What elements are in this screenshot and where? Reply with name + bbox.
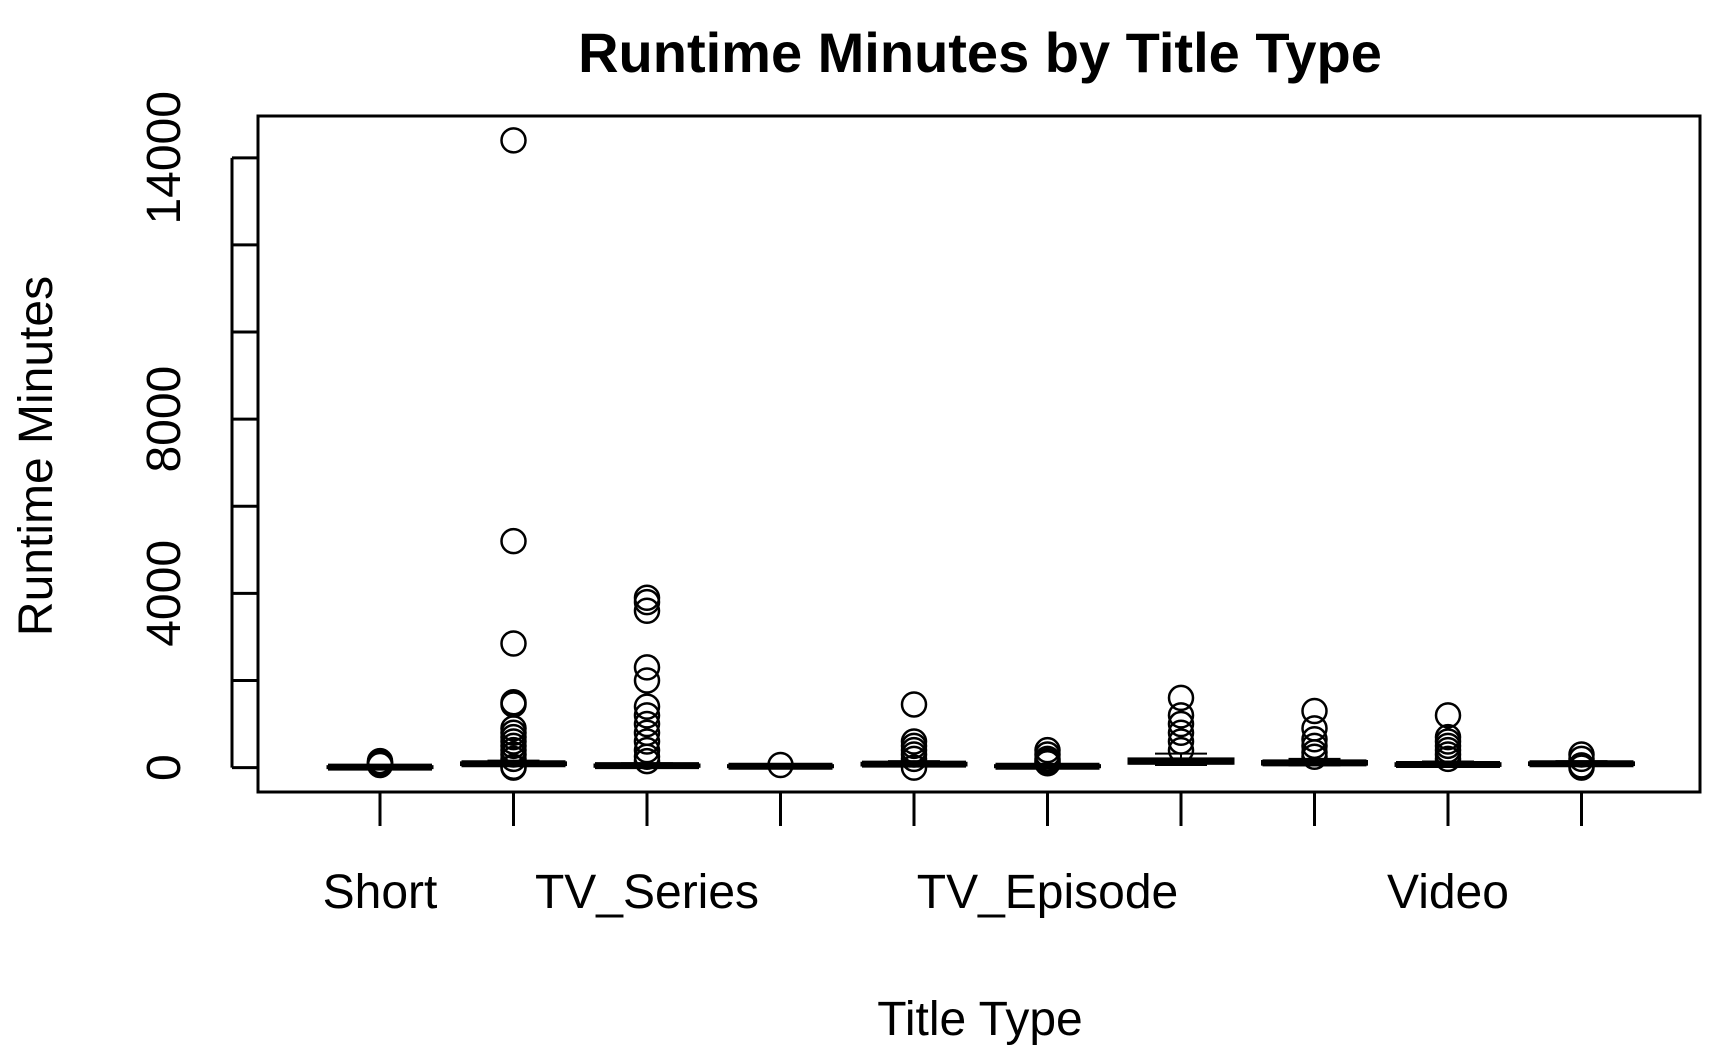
outlier-point: [633, 667, 661, 694]
box-5: [860, 691, 968, 781]
x-tick-label: Video: [1387, 866, 1509, 919]
outlier-point: [633, 728, 661, 755]
outlier-point: [633, 597, 661, 625]
y-tick-label: 8000: [138, 366, 191, 473]
outlier-point: [1434, 702, 1462, 729]
box-1: [326, 747, 434, 779]
outlier-point: [900, 754, 928, 781]
outlier-point: [1167, 728, 1195, 755]
outlier-point: [1167, 719, 1195, 747]
box-4: [727, 751, 834, 779]
outlier-point: [1434, 723, 1462, 751]
outlier-point: [1167, 710, 1195, 738]
outlier-point: [1568, 741, 1595, 768]
y-axis-label: Runtime Minutes: [10, 276, 63, 636]
outlier-point: [633, 693, 661, 720]
outlier-point: [1167, 684, 1195, 712]
outlier-point: [1167, 736, 1195, 764]
outlier-point: [1301, 715, 1328, 742]
box-series: [326, 127, 1635, 781]
outlier-point: [1568, 752, 1595, 779]
outlier-point: [900, 728, 928, 755]
y-tick-label: 4000: [138, 540, 191, 647]
x-tick-label: TV_Series: [535, 866, 759, 919]
outlier-point: [767, 751, 794, 779]
box-10: [1528, 741, 1635, 781]
outlier-point: [633, 584, 661, 611]
outlier-point: [1301, 726, 1328, 753]
box-9: [1394, 702, 1502, 773]
outlier-point: [500, 630, 527, 657]
x-axis-label: Title Type: [877, 993, 1082, 1046]
outlier-point: [1301, 697, 1328, 725]
plot-area-frame: [256, 114, 1702, 794]
box-7: [1127, 684, 1235, 766]
outlier-point: [500, 527, 527, 555]
outlier-point: [500, 127, 527, 154]
outlier-point: [633, 654, 661, 681]
outlier-point: [633, 710, 661, 738]
outlier-point: [633, 719, 661, 747]
box-3: [593, 584, 701, 775]
box-6: [994, 736, 1101, 777]
outlier-point: [900, 691, 928, 718]
box-8: [1261, 697, 1368, 770]
outlier-point: [1034, 736, 1061, 764]
y-axis: 0 4000 8000 14000: [138, 91, 258, 781]
y-tick-label: 14000: [138, 91, 191, 224]
outlier-point: [633, 736, 661, 764]
outlier-point: [633, 702, 661, 729]
y-tick-label: 0: [138, 754, 191, 781]
outlier-point: [500, 753, 527, 780]
x-tick-label: TV_Episode: [917, 866, 1179, 919]
outlier-point: [500, 689, 527, 716]
x-tick-label: Short: [323, 866, 438, 919]
outlier-point: [366, 747, 394, 775]
x-axis: Short TV_Series TV_Episode Video: [323, 792, 1583, 919]
outlier-point: [1167, 702, 1195, 729]
outlier-point: [500, 691, 527, 718]
box-2: [460, 127, 567, 781]
outlier-point: [1301, 732, 1328, 760]
chart-title: Runtime Minutes by Title Type: [578, 21, 1382, 84]
